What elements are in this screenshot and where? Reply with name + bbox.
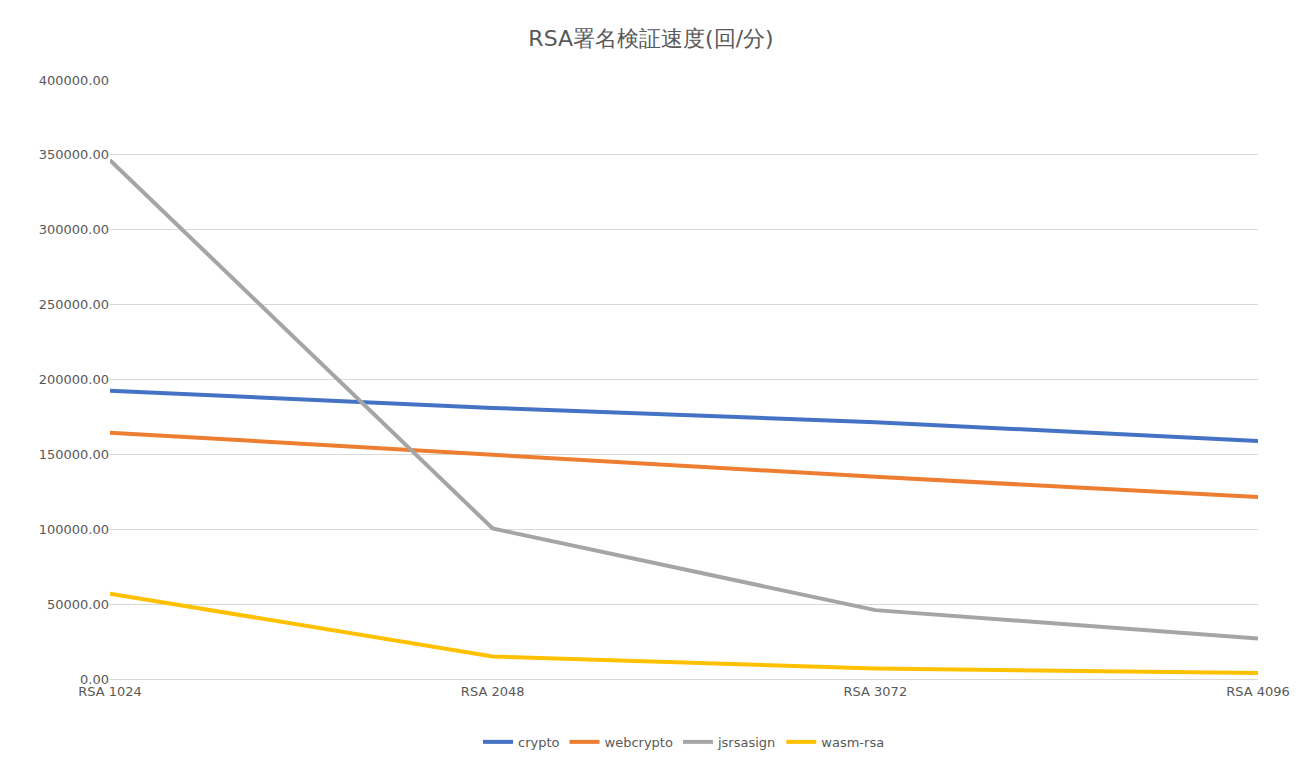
svg-text:100000.00: 100000.00 — [39, 522, 109, 537]
svg-text:350000.00: 350000.00 — [39, 147, 109, 162]
svg-text:400000.00: 400000.00 — [39, 73, 109, 88]
svg-text:RSA 3072: RSA 3072 — [844, 684, 908, 699]
svg-text:200000.00: 200000.00 — [39, 372, 109, 387]
svg-text:150000.00: 150000.00 — [39, 447, 109, 462]
svg-text:0.00: 0.00 — [80, 672, 109, 687]
svg-text:wasm-rsa: wasm-rsa — [821, 735, 884, 750]
svg-text:50000.00: 50000.00 — [47, 597, 109, 612]
svg-text:webcrypto: webcrypto — [605, 735, 673, 750]
svg-text:RSA 4096: RSA 4096 — [1226, 684, 1290, 699]
svg-text:250000.00: 250000.00 — [39, 297, 109, 312]
svg-text:RSA署名検証速度(回/分): RSA署名検証速度(回/分) — [528, 26, 773, 51]
svg-text:jsrsasign: jsrsasign — [717, 735, 775, 750]
svg-text:300000.00: 300000.00 — [39, 222, 109, 237]
svg-text:RSA 2048: RSA 2048 — [461, 684, 525, 699]
svg-text:RSA 1024: RSA 1024 — [78, 684, 142, 699]
svg-text:crypto: crypto — [518, 735, 560, 750]
